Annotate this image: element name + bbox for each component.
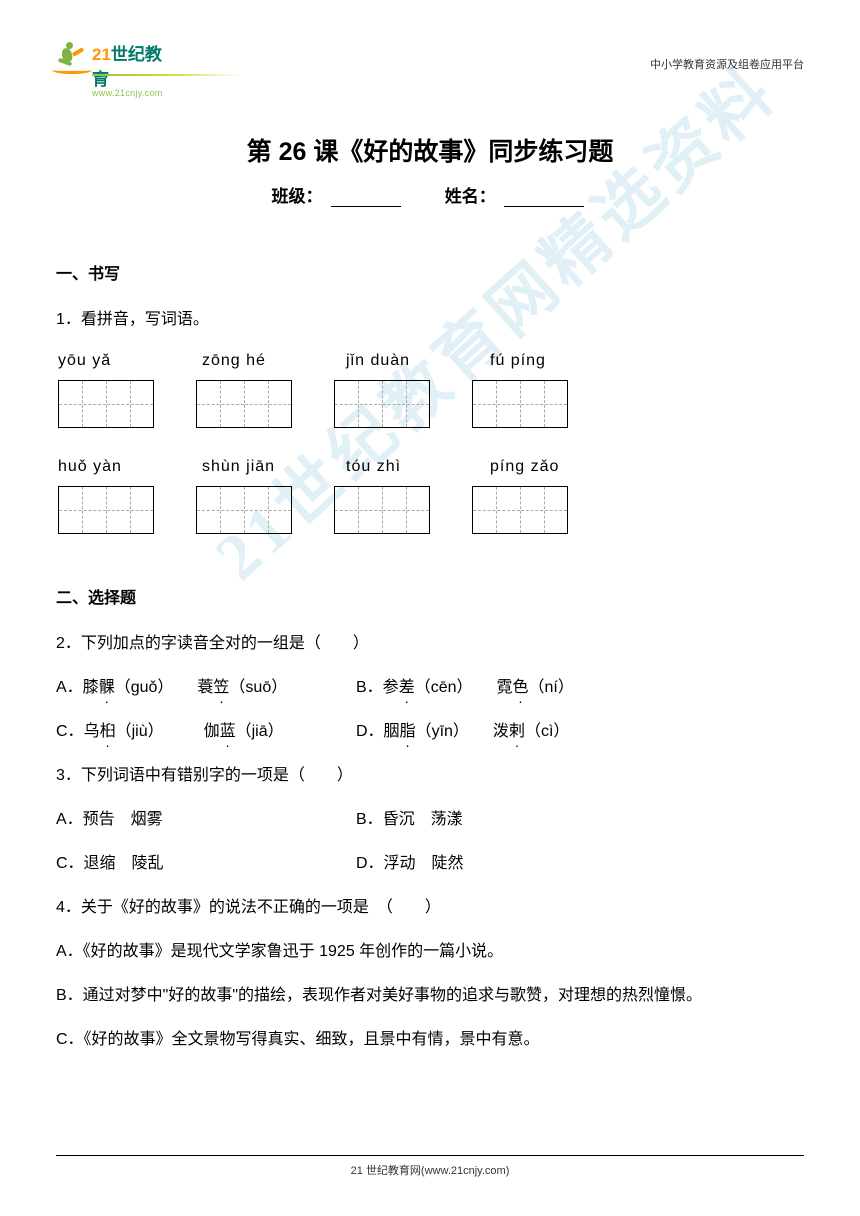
q3-row-cd: C．退缩 陵乱 D．浮动 陡然 — [56, 852, 804, 876]
q4-opt-c: C．《好的故事》全文景物写得真实、细致，且景中有情，景中有意。 — [56, 1028, 804, 1052]
pinyin-row-1: yōu yǎ zōng hé jǐn duàn fú píng — [56, 352, 804, 370]
char-box[interactable] — [196, 486, 292, 534]
q3-opt-d: D．浮动 陡然 — [356, 852, 804, 876]
q3-opt-a: A．预告 烟雾 — [56, 808, 356, 832]
char-box[interactable] — [196, 380, 292, 428]
header: 21世纪教育 www.21cnjy.com 中小学教育资源及组卷应用平台 — [0, 38, 860, 94]
q2c-pre: C．乌 — [56, 723, 100, 740]
q2c-dot2: 蓝 — [220, 720, 236, 744]
char-box[interactable] — [58, 486, 154, 534]
q2b-dot: 差 — [399, 676, 415, 700]
pinyin-1-4: fú píng — [490, 352, 580, 370]
pinyin-1-2: zōng hé — [202, 352, 292, 370]
header-right-text: 中小学教育资源及组卷应用平台 — [650, 56, 804, 72]
q2-opt-b: B．参差（cēn） 霓色（ní） — [356, 676, 804, 700]
q1-text: 1．看拼音，写词语。 — [56, 308, 804, 332]
q2a-dot: 髁 — [99, 676, 115, 700]
q4-opt-b: B．通过对梦中"好的故事"的描绘，表现作者对美好事物的追求与歌赞，对理想的热烈憧… — [56, 984, 804, 1008]
logo-text: 21世纪教育 www.21cnjy.com — [92, 40, 163, 98]
q2d-post: （yīn） 泼 — [416, 723, 509, 740]
class-input-blank[interactable] — [331, 189, 401, 207]
pinyin-2-3: tóu zhì — [346, 458, 436, 476]
logo-number: 21 — [92, 45, 111, 64]
q2d-pre: D．胭 — [356, 723, 400, 740]
q3-row-ab: A．预告 烟雾 B．昏沉 荡漾 — [56, 808, 804, 832]
q2c-post: （jiù） 伽 — [116, 723, 220, 740]
page-title: 第 26 课《好的故事》同步练习题 — [0, 132, 860, 168]
q2-opt-a: A．膝髁（guǒ） 蓑笠（suō） — [56, 676, 356, 700]
char-box[interactable] — [472, 380, 568, 428]
section1-head: 一、书写 — [56, 260, 804, 284]
q4-text: 4．关于《好的故事》的说法不正确的一项是 （ ） — [56, 896, 804, 920]
char-box[interactable] — [472, 486, 568, 534]
box-row-1 — [56, 380, 804, 428]
char-box[interactable] — [58, 380, 154, 428]
q2c-post2: （jiā） — [236, 723, 284, 740]
footer-divider — [56, 1155, 804, 1156]
footer-text: 21 世纪教育网(www.21cnjy.com) — [0, 1162, 860, 1178]
section2-head: 二、选择题 — [56, 584, 804, 608]
pinyin-2-1: huǒ yàn — [58, 458, 148, 476]
logo-underline — [92, 74, 242, 76]
q2-row-ab: A．膝髁（guǒ） 蓑笠（suō） B．参差（cēn） 霓色（ní） — [56, 676, 804, 700]
q2d-post2: （cì） — [525, 723, 569, 740]
q2b-post: （cēn） 霓 — [415, 679, 513, 696]
pinyin-row-2: huǒ yàn shùn jiān tóu zhì píng zǎo — [56, 458, 804, 476]
q2b-dot2: 色 — [513, 676, 529, 700]
pinyin-1-3: jǐn duàn — [346, 352, 436, 370]
class-label: 班级： — [272, 187, 323, 206]
q4-opt-a: A．《好的故事》是现代文学家鲁迅于 1925 年创作的一篇小说。 — [56, 940, 804, 964]
q2b-pre: B．参 — [356, 679, 399, 696]
pinyin-1-1: yōu yǎ — [58, 352, 148, 370]
q2b-post2: （ní） — [529, 679, 574, 696]
q3-opt-c: C．退缩 陵乱 — [56, 852, 356, 876]
q2a-dot2: 笠 — [213, 676, 229, 700]
q3-text: 3．下列词语中有错别字的一项是（ ） — [56, 764, 804, 788]
q2c-dot: 桕 — [100, 720, 116, 744]
logo-figure-icon — [56, 40, 90, 74]
q2-text: 2．下列加点的字读音全对的一组是（ ） — [56, 632, 804, 656]
char-box[interactable] — [334, 380, 430, 428]
q2d-dot: 脂 — [400, 720, 416, 744]
name-input-blank[interactable] — [504, 189, 584, 207]
q2-row-cd: C．乌桕（jiù） 伽蓝（jiā） D．胭脂（yīn） 泼剌（cì） — [56, 720, 804, 744]
char-box[interactable] — [334, 486, 430, 534]
q2-opt-c: C．乌桕（jiù） 伽蓝（jiā） — [56, 720, 356, 744]
q2d-dot2: 剌 — [509, 720, 525, 744]
q2a-post: （guǒ） 蓑 — [115, 679, 214, 696]
q2a-post2: （suō） — [229, 679, 287, 696]
content: 一、书写 1．看拼音，写词语。 yōu yǎ zōng hé jǐn duàn … — [56, 260, 804, 1072]
logo-sub-text: www.21cnjy.com — [92, 88, 163, 98]
name-label: 姓名： — [445, 187, 496, 206]
pinyin-2-4: píng zǎo — [490, 458, 580, 476]
form-fields: 班级： 姓名： — [0, 182, 860, 207]
pinyin-2-2: shùn jiān — [202, 458, 292, 476]
q3-opt-b: B．昏沉 荡漾 — [356, 808, 804, 832]
box-row-2 — [56, 486, 804, 534]
q2-opt-d: D．胭脂（yīn） 泼剌（cì） — [356, 720, 804, 744]
q2a-pre: A．膝 — [56, 679, 99, 696]
